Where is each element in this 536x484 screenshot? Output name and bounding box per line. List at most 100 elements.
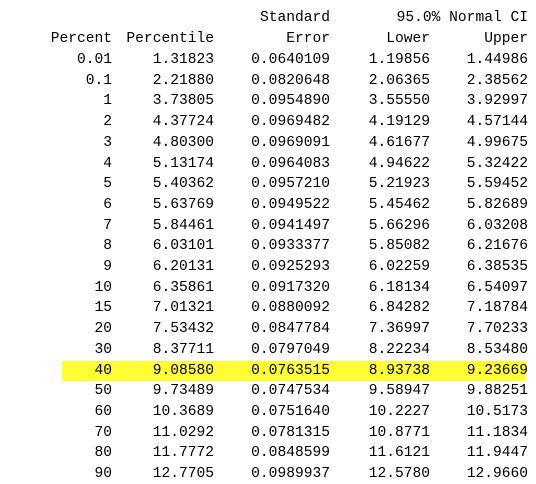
cell-standard-error: 0.0880092 bbox=[251, 300, 330, 317]
cell-percent: 3 bbox=[103, 134, 112, 151]
cell-ci-upper: 5.82689 bbox=[466, 196, 528, 213]
cell-ci-upper: 11.1834 bbox=[466, 424, 528, 441]
cell-standard-error: 0.0848599 bbox=[251, 445, 330, 462]
table-row: 40 9.08580 0.0763515 8.93738 9.23669 bbox=[0, 360, 536, 381]
cell-standard-error: 0.0751640 bbox=[251, 403, 330, 420]
cell-percentile: 6.35861 bbox=[152, 279, 214, 296]
cell-ci-upper: 3.92997 bbox=[466, 93, 528, 110]
cell-percentile: 11.0292 bbox=[152, 424, 214, 441]
cell-ci-upper: 2.38562 bbox=[466, 72, 528, 89]
cell-ci-lower: 2.06365 bbox=[368, 72, 430, 89]
table-row: 8 6.03101 0.0933377 5.85082 6.21676 bbox=[0, 236, 536, 256]
cell-percent: 10 bbox=[94, 279, 112, 296]
table-row: 70 11.0292 0.0781315 10.8771 11.1834 bbox=[0, 423, 536, 443]
row-highlight bbox=[62, 360, 526, 381]
cell-percentile: 6.20131 bbox=[152, 259, 214, 275]
cell-percentile: 8.37711 bbox=[152, 341, 214, 358]
cell-percent: 5 bbox=[103, 176, 112, 193]
cell-ci-upper: 7.18784 bbox=[466, 300, 528, 317]
cell-percentile: 4.80300 bbox=[152, 134, 214, 151]
cell-ci-lower: 5.85082 bbox=[368, 238, 430, 255]
cell-ci-lower: 8.93738 bbox=[368, 362, 430, 379]
cell-ci-lower: 4.61677 bbox=[368, 134, 430, 151]
table-row: 6 5.63769 0.0949522 5.45462 5.82689 bbox=[0, 195, 536, 215]
cell-percent: 6 bbox=[103, 196, 112, 213]
table-row: 80 11.7772 0.0848599 11.6121 11.9447 bbox=[0, 443, 536, 463]
table-row: 3 4.80300 0.0969091 4.61677 4.99675 bbox=[0, 133, 536, 153]
cell-ci-upper: 7.70233 bbox=[466, 321, 528, 338]
cell-ci-lower: 12.5780 bbox=[368, 466, 430, 482]
cell-ci-upper: 6.54097 bbox=[466, 279, 528, 296]
cell-percent: 20 bbox=[94, 321, 112, 338]
cell-standard-error: 0.0747534 bbox=[251, 383, 330, 400]
cell-ci-upper: 5.32422 bbox=[466, 155, 528, 172]
cell-percentile: 5.40362 bbox=[152, 176, 214, 193]
cell-percentile: 7.53432 bbox=[152, 321, 214, 338]
cell-ci-upper: 4.99675 bbox=[466, 134, 528, 151]
cell-percentile: 11.7772 bbox=[152, 445, 214, 462]
cell-percentile: 4.37724 bbox=[152, 114, 214, 131]
cell-percentile: 7.01321 bbox=[152, 300, 214, 317]
cell-ci-upper: 12.9660 bbox=[466, 466, 528, 482]
cell-standard-error: 0.0933377 bbox=[251, 238, 330, 255]
cell-ci-lower: 6.02259 bbox=[368, 259, 430, 275]
cell-ci-upper: 6.03208 bbox=[466, 217, 528, 234]
cell-ci-lower: 8.22234 bbox=[368, 341, 430, 358]
cell-percent: 70 bbox=[94, 424, 112, 441]
cell-percentile: 6.03101 bbox=[152, 238, 214, 255]
cell-ci-lower: 9.58947 bbox=[368, 383, 430, 400]
header-normal-ci: 95.0% Normal CI bbox=[396, 10, 528, 26]
header-line-1: Standard 95.0% Normal CI bbox=[0, 8, 536, 28]
table-row: 0.1 2.21880 0.0820648 2.06365 2.38562 bbox=[0, 71, 536, 91]
cell-percent: 80 bbox=[94, 445, 112, 462]
cell-percent: 7 bbox=[103, 217, 112, 234]
cell-standard-error: 0.0925293 bbox=[251, 259, 330, 275]
cell-standard-error: 0.0781315 bbox=[251, 424, 330, 441]
table-row: 10 6.35861 0.0917320 6.18134 6.54097 bbox=[0, 278, 536, 298]
header-error: Error bbox=[286, 31, 330, 47]
table-row: 9 6.20131 0.0925293 6.02259 6.38535 bbox=[0, 257, 536, 277]
cell-percent: 8 bbox=[103, 238, 112, 255]
cell-ci-lower: 4.94622 bbox=[368, 155, 430, 172]
cell-ci-upper: 6.38535 bbox=[466, 259, 528, 275]
cell-percentile: 10.3689 bbox=[152, 403, 214, 420]
cell-ci-lower: 5.21923 bbox=[368, 176, 430, 193]
cell-standard-error: 0.0964083 bbox=[251, 155, 330, 172]
cell-ci-lower: 6.84282 bbox=[368, 300, 430, 317]
cell-standard-error: 0.0917320 bbox=[251, 279, 330, 296]
cell-percent: 9 bbox=[103, 259, 112, 275]
cell-standard-error: 0.0797049 bbox=[251, 341, 330, 358]
cell-percentile: 5.13174 bbox=[152, 155, 214, 172]
cell-ci-lower: 11.6121 bbox=[368, 445, 430, 462]
cell-percentile: 5.84461 bbox=[152, 217, 214, 234]
table-row: 60 10.3689 0.0751640 10.2227 10.5173 bbox=[0, 402, 536, 422]
cell-percent: 30 bbox=[94, 341, 112, 358]
cell-ci-lower: 3.55550 bbox=[368, 93, 430, 110]
table-row: 2 4.37724 0.0969482 4.19129 4.57144 bbox=[0, 112, 536, 132]
table-row: 0.01 1.31823 0.0640109 1.19856 1.44986 bbox=[0, 50, 536, 70]
header-upper: Upper bbox=[484, 31, 528, 47]
cell-standard-error: 0.0640109 bbox=[251, 52, 330, 68]
cell-percent: 0.01 bbox=[76, 52, 112, 68]
cell-percent: 1 bbox=[103, 93, 112, 110]
cell-ci-lower: 5.45462 bbox=[368, 196, 430, 213]
cell-ci-upper: 6.21676 bbox=[466, 238, 528, 255]
table-row: 5 5.40362 0.0957210 5.21923 5.59452 bbox=[0, 174, 536, 194]
cell-standard-error: 0.0969091 bbox=[251, 134, 330, 151]
cell-percentile: 3.73805 bbox=[152, 93, 214, 110]
cell-ci-upper: 10.5173 bbox=[466, 403, 528, 420]
header-percent: Percent bbox=[50, 31, 112, 47]
cell-standard-error: 0.0763515 bbox=[251, 362, 330, 379]
cell-percentile: 9.08580 bbox=[152, 362, 214, 379]
cell-percent: 15 bbox=[94, 300, 112, 317]
cell-ci-upper: 4.57144 bbox=[466, 114, 528, 131]
table-row: 7 5.84461 0.0941497 5.66296 6.03208 bbox=[0, 216, 536, 236]
table-row: 30 8.37711 0.0797049 8.22234 8.53480 bbox=[0, 340, 536, 360]
cell-ci-lower: 7.36997 bbox=[368, 321, 430, 338]
cell-standard-error: 0.0820648 bbox=[251, 72, 330, 89]
cell-percent: 2 bbox=[103, 114, 112, 131]
header-lower: Lower bbox=[386, 31, 430, 47]
header-percentile: Percentile bbox=[126, 31, 214, 47]
cell-standard-error: 0.0969482 bbox=[251, 114, 330, 131]
